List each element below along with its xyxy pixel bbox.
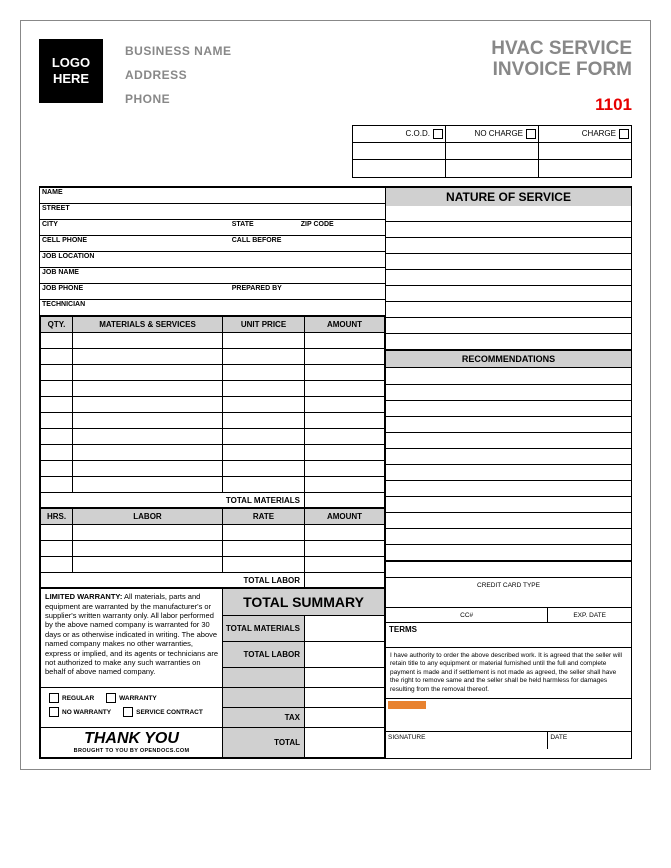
thankyou-cell: THANK YOU BROUGHT TO YOU BY OPENDOCS.COM [41, 728, 223, 758]
nature-of-service-header: NATURE OF SERVICE [386, 188, 631, 206]
cellphone-field[interactable]: CELL PHONE [40, 236, 230, 252]
header: LOGO HERE BUSINESS NAME ADDRESS PHONE HV… [39, 39, 632, 115]
total-materials-label: TOTAL MATERIALS [41, 493, 305, 508]
rate-header: RATE [223, 509, 305, 525]
business-address: ADDRESS [125, 63, 491, 87]
labor-table: HRS. LABOR RATE AMOUNT TOTAL LABOR [40, 508, 385, 588]
tax-label: TAX [223, 708, 305, 728]
joblocation-field[interactable]: JOB LOCATION [40, 252, 385, 268]
technician-field[interactable]: TECHNICIAN [40, 300, 385, 316]
cc-type-label: CREDIT CARD TYPE [386, 577, 631, 592]
warranty-options: REGULAR WARRANTY NO WARRANTY SERVICE CON… [41, 688, 223, 728]
street-field[interactable]: STREET [40, 204, 385, 220]
credit-card-section: CREDIT CARD TYPE CC# EXP. DATE [386, 561, 631, 622]
business-name: BUSINESS NAME [125, 39, 491, 63]
preparedby-field[interactable]: PREPARED BY [230, 284, 385, 300]
recommendations-lines [386, 368, 631, 561]
grand-total-label: TOTAL [223, 728, 305, 758]
business-phone: PHONE [125, 87, 491, 111]
warranty-text: LIMITED WARRANTY: All materials, parts a… [41, 589, 223, 688]
hrs-header: HRS. [41, 509, 73, 525]
terms-label: TERMS [386, 622, 631, 636]
labor-header: LABOR [73, 509, 223, 525]
unitprice-header: UNIT PRICE [223, 317, 305, 333]
customer-info-table: NAME STREET CITY STATE ZIP CODE CELL PHO… [40, 188, 385, 317]
state-field[interactable]: STATE [230, 220, 299, 236]
invoice-form: LOGO HERE BUSINESS NAME ADDRESS PHONE HV… [20, 20, 651, 770]
nature-of-service-lines [386, 206, 631, 351]
summary-materials-label: TOTAL MATERIALS [223, 616, 305, 642]
name-field[interactable]: NAME [40, 188, 385, 204]
business-block: BUSINESS NAME ADDRESS PHONE [125, 39, 491, 111]
nocharge-option[interactable]: NO CHARGE [446, 126, 539, 142]
jobname-field[interactable]: JOB NAME [40, 268, 385, 284]
cc-number-label: CC# [386, 607, 548, 622]
red-strip-icon [388, 701, 426, 709]
date-label: DATE [547, 731, 631, 749]
warranty-checkbox[interactable]: WARRANTY [106, 693, 157, 703]
regular-checkbox[interactable]: REGULAR [49, 693, 94, 703]
materials-table: QTY. MATERIALS & SERVICES UNIT PRICE AMO… [40, 316, 385, 508]
total-summary-title: TOTAL SUMMARY [223, 589, 385, 616]
tax-value[interactable] [305, 708, 385, 728]
cod-option[interactable]: C.O.D. [353, 126, 446, 142]
thank-you: THANK YOU [41, 728, 222, 748]
materials-header: MATERIALS & SERVICES [73, 317, 223, 333]
cc-exp-label: EXP. DATE [548, 607, 631, 622]
grand-total-value[interactable] [305, 728, 385, 758]
servicecontract-checkbox[interactable]: SERVICE CONTRACT [123, 707, 203, 717]
summary-table: LIMITED WARRANTY: All materials, parts a… [40, 588, 385, 758]
nowarranty-checkbox[interactable]: NO WARRANTY [49, 707, 111, 717]
total-labor-label: TOTAL LABOR [41, 573, 305, 588]
form-title-block: HVAC SERVICE INVOICE FORM 1101 [491, 39, 632, 115]
logo-placeholder: LOGO HERE [39, 39, 103, 103]
title-line2: INVOICE FORM [493, 59, 632, 80]
title-line1: HVAC SERVICE [491, 38, 632, 59]
charge-option[interactable]: CHARGE [539, 126, 631, 142]
city-field[interactable]: CITY [40, 220, 230, 236]
summary-labor-label: TOTAL LABOR [223, 642, 305, 668]
main-grid: NAME STREET CITY STATE ZIP CODE CELL PHO… [39, 186, 632, 760]
authorization-text: I have authority to order the above desc… [386, 648, 631, 698]
recommendations-header: RECOMMENDATIONS [386, 350, 631, 368]
callbefore-field[interactable]: CALL BEFORE [230, 236, 385, 252]
brought-by: BROUGHT TO YOU BY OPENDOCS.COM [41, 748, 222, 757]
qty-header: QTY. [41, 317, 73, 333]
zip-field[interactable]: ZIP CODE [299, 220, 385, 236]
jobphone-field[interactable]: JOB PHONE [40, 284, 230, 300]
labor-amount-header: AMOUNT [305, 509, 385, 525]
total-materials-value[interactable] [305, 493, 385, 508]
payment-type-box: C.O.D. NO CHARGE CHARGE [352, 125, 632, 178]
invoice-number: 1101 [491, 95, 632, 115]
signature-label: SIGNATURE [386, 731, 547, 749]
amount-header: AMOUNT [305, 317, 385, 333]
total-labor-value[interactable] [305, 573, 385, 588]
